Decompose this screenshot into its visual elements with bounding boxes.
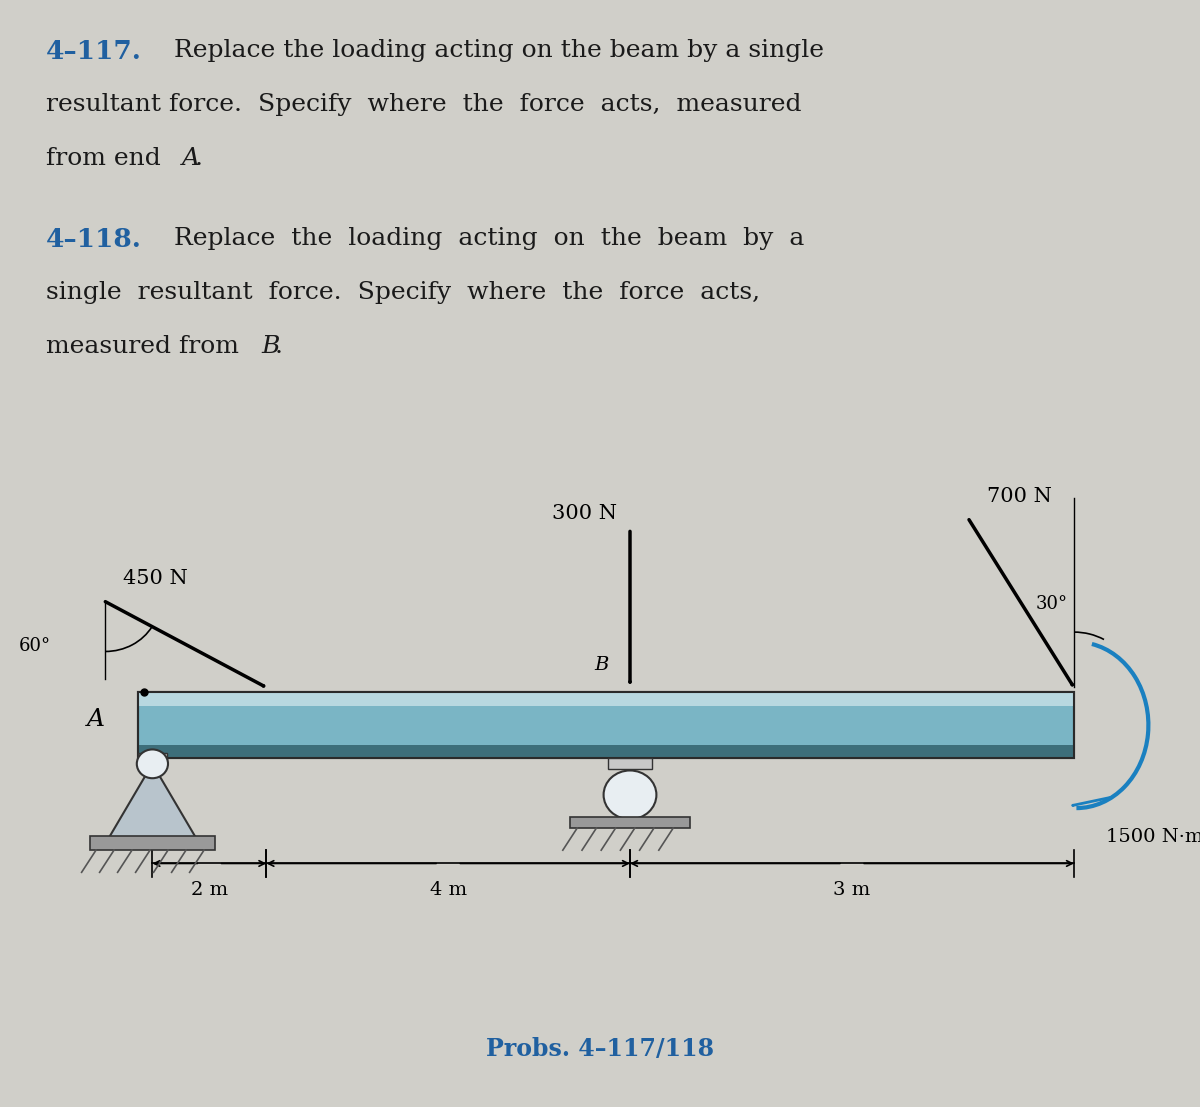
Text: 700 N: 700 N [986,487,1052,506]
Circle shape [604,770,656,819]
Text: Replace the loading acting on the beam by a single: Replace the loading acting on the beam b… [174,39,824,62]
Bar [570,817,690,828]
Bar [138,692,1074,758]
Text: .: . [275,335,283,359]
Text: B: B [594,656,608,674]
Text: Replace  the  loading  acting  on  the  beam  by  a: Replace the loading acting on the beam b… [174,227,804,250]
Text: 2 m: 2 m [191,881,228,899]
Bar [138,745,1074,758]
Text: 60°: 60° [19,637,52,655]
Text: 300 N: 300 N [552,504,617,523]
Text: single  resultant  force.  Specify  where  the  force  acts,: single resultant force. Specify where th… [46,281,760,304]
Text: .: . [194,147,203,170]
Text: 4–117.: 4–117. [46,39,142,64]
Text: 3 m: 3 m [833,881,871,899]
Text: 450 N: 450 N [124,569,188,589]
Text: B: B [262,335,280,359]
Bar [138,692,1074,758]
Text: from end: from end [46,147,168,170]
Text: A: A [88,708,106,731]
Bar [608,758,652,769]
Text: resultant force.  Specify  where  the  force  acts,  measured: resultant force. Specify where the force… [46,93,802,116]
Text: 4 m: 4 m [430,881,467,899]
Text: 30°: 30° [1036,596,1068,613]
Text: A: A [182,147,200,170]
Circle shape [137,749,168,778]
Bar [138,753,167,764]
Text: 4–118.: 4–118. [46,227,142,252]
Bar [90,836,215,850]
Bar [138,692,1074,706]
Polygon shape [107,764,198,841]
Text: 1500 N·m: 1500 N·m [1106,828,1200,846]
Text: measured from: measured from [46,335,246,359]
Text: Probs. 4–117/118: Probs. 4–117/118 [486,1037,714,1062]
